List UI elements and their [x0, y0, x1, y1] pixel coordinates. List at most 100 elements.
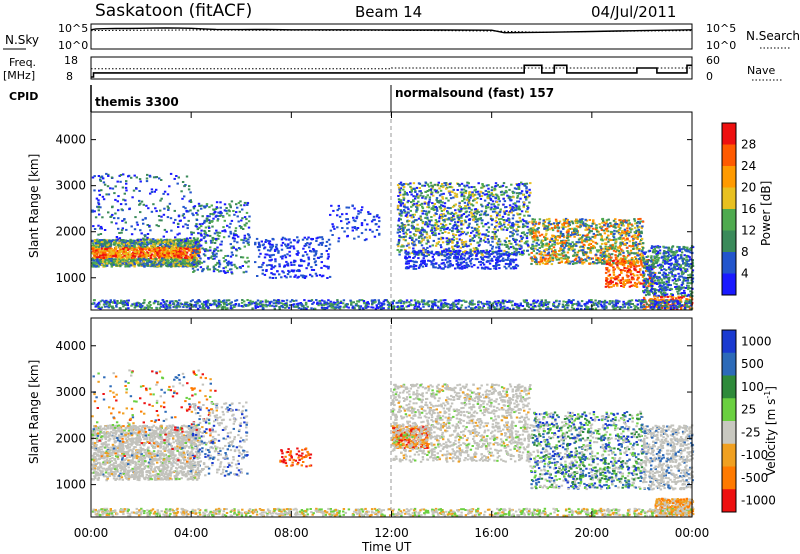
heatmap-cell — [97, 206, 100, 209]
heatmap-cell — [520, 210, 524, 213]
heatmap-cell — [410, 201, 413, 204]
heatmap-cell — [204, 232, 208, 235]
heatmap-cell — [592, 240, 595, 243]
heatmap-cell — [121, 245, 125, 248]
heatmap-cell — [203, 219, 206, 222]
heatmap-cell — [504, 262, 508, 265]
heatmap-cell — [137, 241, 140, 244]
heatmap-cell — [332, 209, 335, 212]
heatmap-cell — [120, 231, 123, 234]
heatmap-cell — [563, 222, 566, 224]
heatmap-cell — [519, 220, 523, 223]
heatmap-cell — [457, 216, 460, 219]
heatmap-cell — [496, 229, 499, 232]
heatmap-cell — [204, 206, 207, 209]
heatmap-cell — [486, 266, 489, 269]
heatmap-cell — [409, 259, 412, 262]
heatmap-cell — [433, 214, 436, 217]
heatmap-cell — [468, 201, 471, 204]
heatmap-cell — [430, 263, 433, 266]
heatmap-cell — [286, 247, 289, 249]
heatmap-cell — [102, 265, 105, 268]
heatmap-cell — [206, 265, 209, 268]
heatmap-cell — [235, 203, 238, 206]
heatmap-cell — [125, 253, 128, 255]
heatmap-cell — [200, 261, 204, 264]
heatmap-cell — [598, 223, 601, 226]
heatmap-cell — [142, 237, 145, 240]
heatmap-cell — [535, 244, 538, 247]
heatmap-cell — [502, 253, 506, 256]
heatmap-cell — [462, 245, 465, 248]
heatmap-cell — [337, 240, 340, 243]
heatmap-cell — [152, 176, 156, 179]
heatmap-cell — [456, 229, 460, 231]
heatmap-cell — [213, 211, 216, 214]
heatmap-cell — [550, 248, 553, 251]
heatmap-cell — [515, 228, 518, 231]
heatmap-cell — [468, 207, 471, 210]
heatmap-cell — [137, 262, 141, 265]
heatmap-cell — [330, 204, 333, 207]
heatmap-cell — [94, 251, 97, 254]
heatmap-cell — [165, 238, 168, 241]
heatmap-cell — [183, 263, 186, 266]
heatmap-cell — [396, 231, 399, 234]
heatmap-cell — [121, 239, 124, 242]
heatmap-cell — [461, 241, 464, 244]
cpid-label: CPID — [9, 90, 38, 103]
heatmap-cell — [463, 197, 466, 200]
heatmap-cell — [248, 215, 251, 218]
heatmap-cell — [396, 206, 400, 209]
heatmap-cell — [457, 221, 460, 224]
heatmap-cell — [125, 241, 128, 243]
heatmap-cell — [351, 204, 354, 207]
heatmap-cell — [317, 243, 321, 246]
heatmap-cell — [239, 204, 243, 207]
heatmap-cell — [509, 267, 513, 270]
heatmap-cell — [368, 228, 372, 231]
heatmap-cell — [208, 215, 211, 218]
heatmap-cell — [521, 252, 524, 254]
heatmap-cell — [260, 240, 263, 243]
heatmap-cell — [497, 264, 501, 266]
heatmap-cell — [228, 226, 231, 229]
heatmap-cell — [123, 218, 126, 220]
heatmap-cell — [187, 219, 190, 222]
heatmap-cell — [216, 269, 219, 271]
heatmap-cell — [515, 192, 519, 195]
heatmap-cell — [135, 187, 138, 190]
heatmap-cell — [495, 211, 498, 214]
heatmap-cell — [270, 246, 274, 249]
heatmap-cell — [502, 197, 505, 200]
heatmap-cell — [229, 232, 232, 235]
heatmap-cell — [432, 208, 436, 211]
heatmap-cell — [413, 252, 417, 255]
heatmap-cell — [397, 239, 401, 241]
heatmap-cell — [155, 224, 158, 227]
heatmap-cell — [517, 205, 521, 208]
heatmap-cell — [407, 251, 410, 254]
heatmap-cell — [468, 219, 471, 221]
heatmap-cell — [398, 230, 402, 233]
heatmap-cell — [218, 235, 221, 238]
heatmap-cell — [474, 258, 477, 261]
heatmap-cell — [504, 206, 507, 209]
heatmap-cell — [456, 214, 459, 217]
heatmap-cell — [163, 256, 167, 259]
heatmap-cell — [246, 233, 250, 236]
heatmap-cell — [118, 264, 121, 267]
heatmap-cell — [500, 243, 504, 246]
heatmap-cell — [558, 236, 561, 239]
heatmap-cell — [417, 229, 421, 232]
heatmap-cell — [505, 251, 508, 253]
heatmap-cell — [146, 173, 149, 176]
heatmap-cell — [263, 246, 267, 249]
heatmap-cell — [233, 240, 236, 243]
heatmap-cell — [503, 200, 507, 203]
heatmap-cell — [497, 198, 500, 201]
heatmap-cell — [105, 264, 109, 267]
heatmap-cell — [468, 260, 472, 263]
heatmap-cell — [300, 264, 303, 267]
heatmap-cell — [150, 260, 153, 263]
